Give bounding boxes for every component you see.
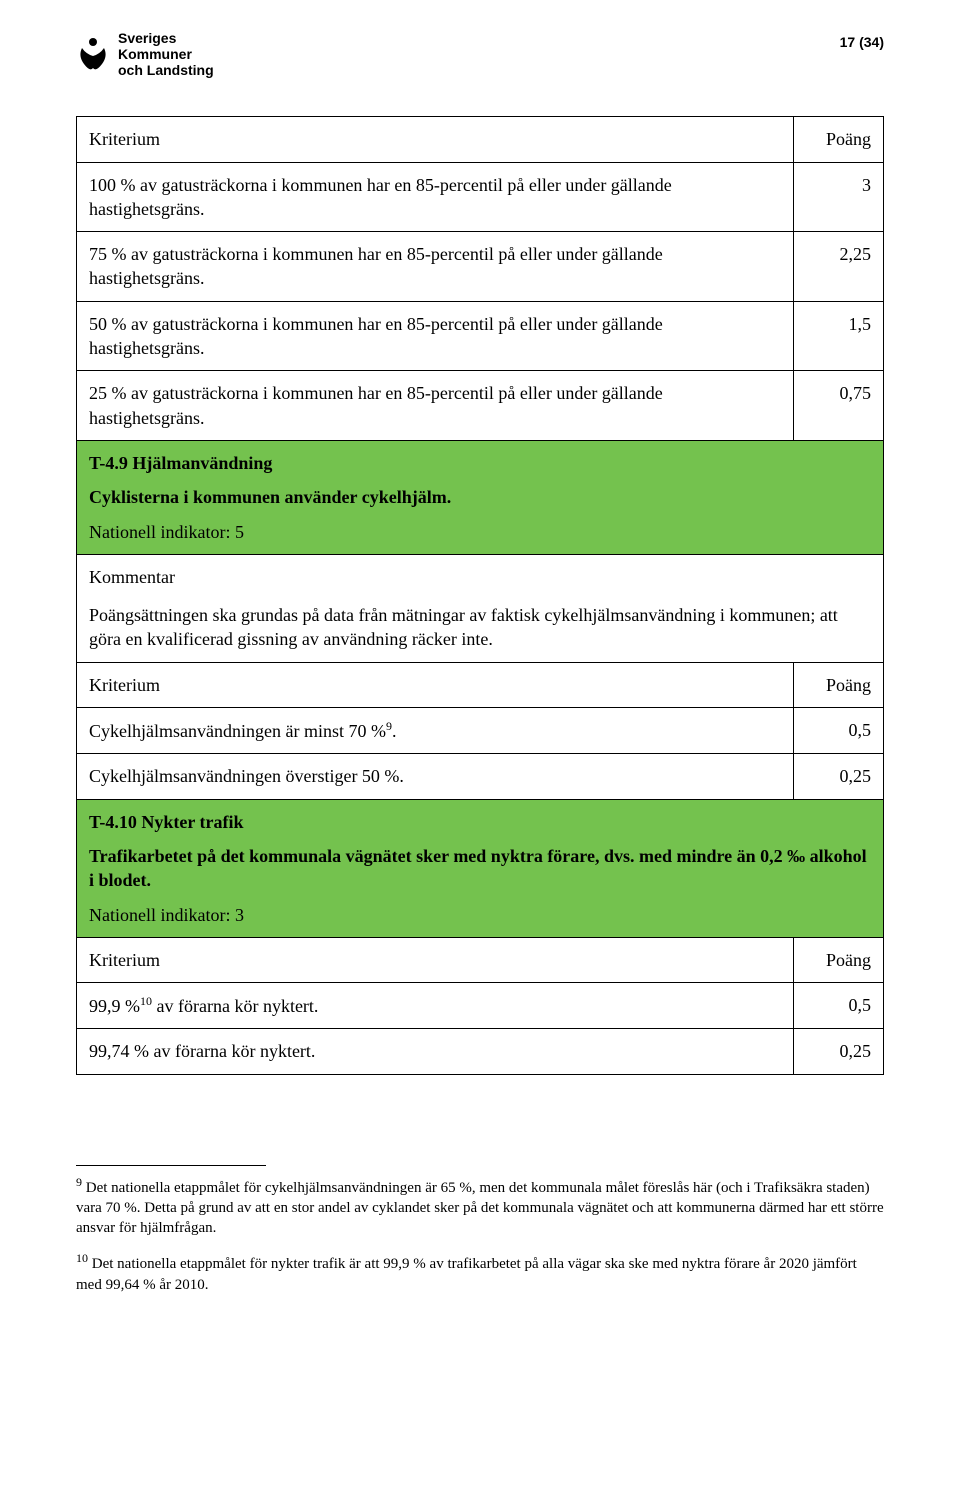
- org-name-line1: Sveriges: [118, 30, 214, 46]
- page-header: Sveriges Kommuner och Landsting 17 (34): [76, 30, 884, 78]
- kommentar-cell: Kommentar Poängsättningen ska grundas på…: [77, 554, 884, 662]
- table-row: Kriterium Poäng: [77, 662, 884, 707]
- criterion-text: 99,74 % av förarna kör nyktert.: [77, 1029, 794, 1074]
- table-row: Cykelhjälmsanvändningen överstiger 50 %.…: [77, 754, 884, 799]
- criterion-points: 3: [794, 162, 884, 232]
- section-row: T-4.10 Nykter trafik Trafikarbetet på de…: [77, 799, 884, 937]
- footnote-text: Det nationella etappmålet för nykter tra…: [76, 1256, 857, 1292]
- table-header-kriterium: Kriterium: [77, 117, 794, 162]
- footnote-10: 10 Det nationella etappmålet för nykter …: [76, 1250, 884, 1295]
- logo-icon: [76, 34, 110, 74]
- org-name-line3: och Landsting: [118, 62, 214, 78]
- footnote-text: Det nationella etappmålet för cykelhjälm…: [76, 1180, 884, 1237]
- footnote-divider: [76, 1165, 266, 1166]
- kommentar-body: Poängsättningen ska grundas på data från…: [89, 605, 838, 649]
- criterion-text: Cykelhjälmsanvändningen är minst 70 %9.: [77, 708, 794, 754]
- criterion-points: 0,25: [794, 1029, 884, 1074]
- table-row: Cykelhjälmsanvändningen är minst 70 %9. …: [77, 708, 884, 754]
- section-indicator: Nationell indikator: 3: [89, 903, 871, 927]
- table-header-kriterium: Kriterium: [77, 937, 794, 982]
- footnotes: 9 Det nationella etappmålet för cykelhjä…: [76, 1174, 884, 1295]
- section-desc: Cyklisterna i kommunen använder cykelhjä…: [89, 485, 871, 509]
- table-row: 100 % av gatusträckorna i kommunen har e…: [77, 162, 884, 232]
- footnote-ref: 10: [140, 994, 152, 1008]
- table-header-poang: Poäng: [794, 937, 884, 982]
- section-t49: T-4.9 Hjälmanvändning Cyklisterna i komm…: [77, 440, 884, 554]
- table-header-poang: Poäng: [794, 662, 884, 707]
- criterion-text: 25 % av gatusträckorna i kommunen har en…: [77, 371, 794, 441]
- table-header-kriterium: Kriterium: [77, 662, 794, 707]
- criterion-text: 75 % av gatusträckorna i kommunen har en…: [77, 232, 794, 302]
- page-number: 17 (34): [840, 30, 884, 50]
- table-row: 99,74 % av förarna kör nyktert. 0,25: [77, 1029, 884, 1074]
- criterion-points: 0,25: [794, 754, 884, 799]
- criterion-text: 50 % av gatusträckorna i kommunen har en…: [77, 301, 794, 371]
- table-row: 99,9 %10 av förarna kör nyktert. 0,5: [77, 983, 884, 1029]
- org-name-line2: Kommuner: [118, 46, 214, 62]
- section-title: T-4.10 Nykter trafik: [89, 810, 871, 834]
- table-row: Kriterium Poäng: [77, 937, 884, 982]
- main-table: Kriterium Poäng 100 % av gatusträckorna …: [76, 116, 884, 1074]
- section-row: T-4.9 Hjälmanvändning Cyklisterna i komm…: [77, 440, 884, 554]
- criterion-points: 2,25: [794, 232, 884, 302]
- criterion-points: 0,75: [794, 371, 884, 441]
- criterion-text: 100 % av gatusträckorna i kommunen har e…: [77, 162, 794, 232]
- org-name: Sveriges Kommuner och Landsting: [118, 30, 214, 78]
- table-row: 50 % av gatusträckorna i kommunen har en…: [77, 301, 884, 371]
- section-indicator: Nationell indikator: 5: [89, 520, 871, 544]
- org-logo: Sveriges Kommuner och Landsting: [76, 30, 214, 78]
- criterion-points: 0,5: [794, 708, 884, 754]
- section-title: T-4.9 Hjälmanvändning: [89, 451, 871, 475]
- page: Sveriges Kommuner och Landsting 17 (34) …: [0, 0, 960, 1499]
- kommentar-title: Kommentar: [89, 565, 871, 589]
- footnote-marker: 10: [76, 1251, 88, 1265]
- criterion-points: 1,5: [794, 301, 884, 371]
- table-row: Kommentar Poängsättningen ska grundas på…: [77, 554, 884, 662]
- table-row: 75 % av gatusträckorna i kommunen har en…: [77, 232, 884, 302]
- section-desc: Trafikarbetet på det kommunala vägnätet …: [89, 844, 871, 893]
- criterion-points: 0,5: [794, 983, 884, 1029]
- footnote-9: 9 Det nationella etappmålet för cykelhjä…: [76, 1174, 884, 1239]
- criterion-text: 99,9 %10 av förarna kör nyktert.: [77, 983, 794, 1029]
- criterion-text: Cykelhjälmsanvändningen överstiger 50 %.: [77, 754, 794, 799]
- section-t410: T-4.10 Nykter trafik Trafikarbetet på de…: [77, 799, 884, 937]
- table-header-poang: Poäng: [794, 117, 884, 162]
- table-row: Kriterium Poäng: [77, 117, 884, 162]
- table-row: 25 % av gatusträckorna i kommunen har en…: [77, 371, 884, 441]
